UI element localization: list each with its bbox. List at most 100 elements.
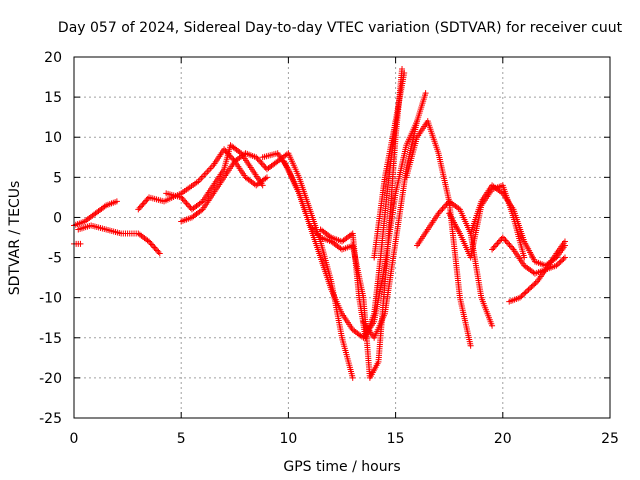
y-tick-label: -25 [39,411,62,427]
x-tick-label: 10 [279,431,297,447]
data-point [491,243,498,250]
y-tick-label: -5 [48,251,62,267]
data-point [519,291,526,298]
x-tick-label: 15 [387,431,405,447]
y-tick-label: -15 [39,331,62,347]
data-point [184,201,191,208]
data-point [503,239,510,246]
data-point [507,243,514,250]
data-point [559,257,566,264]
chart-title: Day 057 of 2024, Sidereal Day-to-day VTE… [58,20,623,36]
series-track-6 [178,150,356,381]
data-point [522,289,529,296]
data-point [489,246,496,253]
y-tick-label: 15 [44,90,62,106]
data-point [152,246,159,253]
series-track-1 [71,198,120,229]
x-tick-label: 20 [494,431,512,447]
data-point [518,293,525,300]
data-point [422,90,429,97]
data-point [529,282,536,289]
y-tick-label: 0 [53,210,62,226]
series-track-17 [506,238,568,305]
series-track-16 [489,234,568,277]
y-tick-label: 5 [53,170,62,186]
data-point [524,287,531,294]
x-tick-label: 25 [601,431,619,447]
data-point [148,241,155,248]
data-point [263,174,270,181]
y-tick-label: -20 [39,371,62,387]
data-point [140,200,147,207]
data-point [139,201,146,208]
data-point [438,207,445,214]
data-point [494,240,501,247]
data-point [497,237,504,244]
x-axis-label: GPS time / hours [283,459,400,475]
data-point [528,283,535,290]
data-point [506,242,513,249]
data-point [521,254,528,261]
data-point [439,205,446,212]
data-point [561,238,568,245]
data-point [502,237,509,244]
data-point [180,197,187,204]
data-point [255,157,262,164]
data-point [182,198,189,205]
data-point [142,198,149,205]
data-point [467,342,474,349]
tick-labels: 0 5 10 15 20 25 -25 -20 -15 -10 -5 0 5 10 15 20 [39,50,619,447]
series-track-12 [403,118,474,349]
data-point [138,203,144,210]
axis-ticks [73,56,611,419]
data-point [560,255,567,262]
plot-frame [73,56,611,419]
data-point [113,198,120,205]
data-point [151,244,158,251]
series-track-11 [371,70,408,261]
data-point [525,286,532,293]
data-point [499,234,506,241]
data-point [554,261,561,268]
data-point [495,239,502,246]
x-tick-label: 0 [70,431,79,447]
data-point [505,240,512,247]
data-point [144,195,151,202]
data-point [561,254,568,261]
data-points [71,66,568,381]
y-tick-label: 20 [44,50,62,66]
data-point [489,322,496,329]
x-tick-label: 5 [177,431,186,447]
series-track-2 [75,222,163,257]
series-track-10 [360,90,429,341]
series-track-3 [71,240,84,247]
data-point [349,374,356,381]
data-point [532,279,539,286]
data-point [155,249,162,256]
data-point [258,160,265,167]
data-point [399,66,406,73]
y-tick-label: 10 [44,130,62,146]
data-point [136,204,143,211]
data-point [135,206,142,213]
y-tick-label: -10 [39,291,62,307]
data-point [516,294,523,301]
data-point [150,243,157,250]
data-point [183,200,190,207]
data-point [154,247,161,254]
data-point [77,240,84,247]
data-point [259,182,266,189]
data-point [531,281,538,288]
grid-lines [74,57,610,418]
data-point [147,240,154,247]
data-point [493,242,500,249]
data-point [557,258,564,265]
data-point [156,250,163,257]
series-track-5 [163,142,266,213]
data-point [440,204,447,211]
data-point [521,290,528,297]
data-point [259,161,266,168]
data-point [490,245,497,252]
